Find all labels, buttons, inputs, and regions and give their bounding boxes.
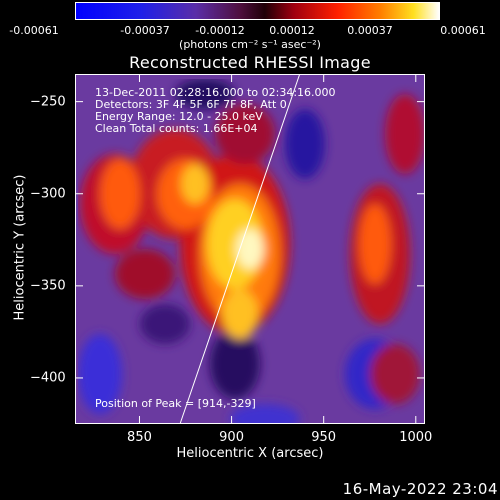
plot-frame: [75, 74, 425, 424]
detectors-label: Detectors: 3F 4F 5F 6F 7F 8F, Att 0: [95, 98, 287, 111]
y-axis-ticks: [75, 101, 425, 379]
peak-position-label: Position of Peak = [914,-329]: [95, 397, 256, 410]
plot-area: [75, 74, 425, 424]
colorbar-tick-label: -0.00012: [195, 24, 245, 37]
colorbar-tick-label: 0.00037: [347, 24, 393, 37]
colorbar-units: (photons cm⁻² s⁻¹ asec⁻²): [179, 38, 321, 51]
x-tick-label: 950: [311, 430, 337, 445]
chart-title: Reconstructed RHESSI Image: [129, 53, 371, 72]
emission-map: [78, 79, 425, 424]
colorbar-gradient: [76, 3, 439, 19]
algorithm-counts-label: Clean Total counts: 1.66E+04: [95, 122, 258, 135]
colorbar-tick-label: 0.00012: [269, 24, 315, 37]
timestamp: 16-May-2022 23:04: [342, 480, 498, 498]
time-range-label: 13-Dec-2011 02:28:16.000 to 02:34:16.000: [95, 86, 336, 99]
solar-limb-line: [179, 74, 301, 424]
x-tick-label: 1000: [399, 430, 433, 445]
colorbar-tick-label: 0.00061: [440, 24, 486, 37]
y-tick-label: −250: [30, 94, 66, 110]
x-tick-label: 900: [219, 430, 244, 445]
x-tick-label: 850: [127, 430, 152, 445]
x-axis-ticks: [138, 74, 417, 424]
y-axis-label: Heliocentric Y (arcsec): [12, 174, 28, 321]
x-axis-label: Heliocentric X (arcsec): [176, 446, 324, 461]
colorbar-tick-label: -0.00037: [120, 24, 170, 37]
colorbar-tick-label: -0.00061: [9, 24, 59, 37]
y-tick-label: −300: [30, 186, 66, 202]
y-tick-label: −350: [30, 278, 66, 294]
y-tick-label: −400: [30, 370, 66, 386]
colorbar: [75, 2, 440, 20]
energy-range-label: Energy Range: 12.0 - 25.0 keV: [95, 110, 263, 123]
